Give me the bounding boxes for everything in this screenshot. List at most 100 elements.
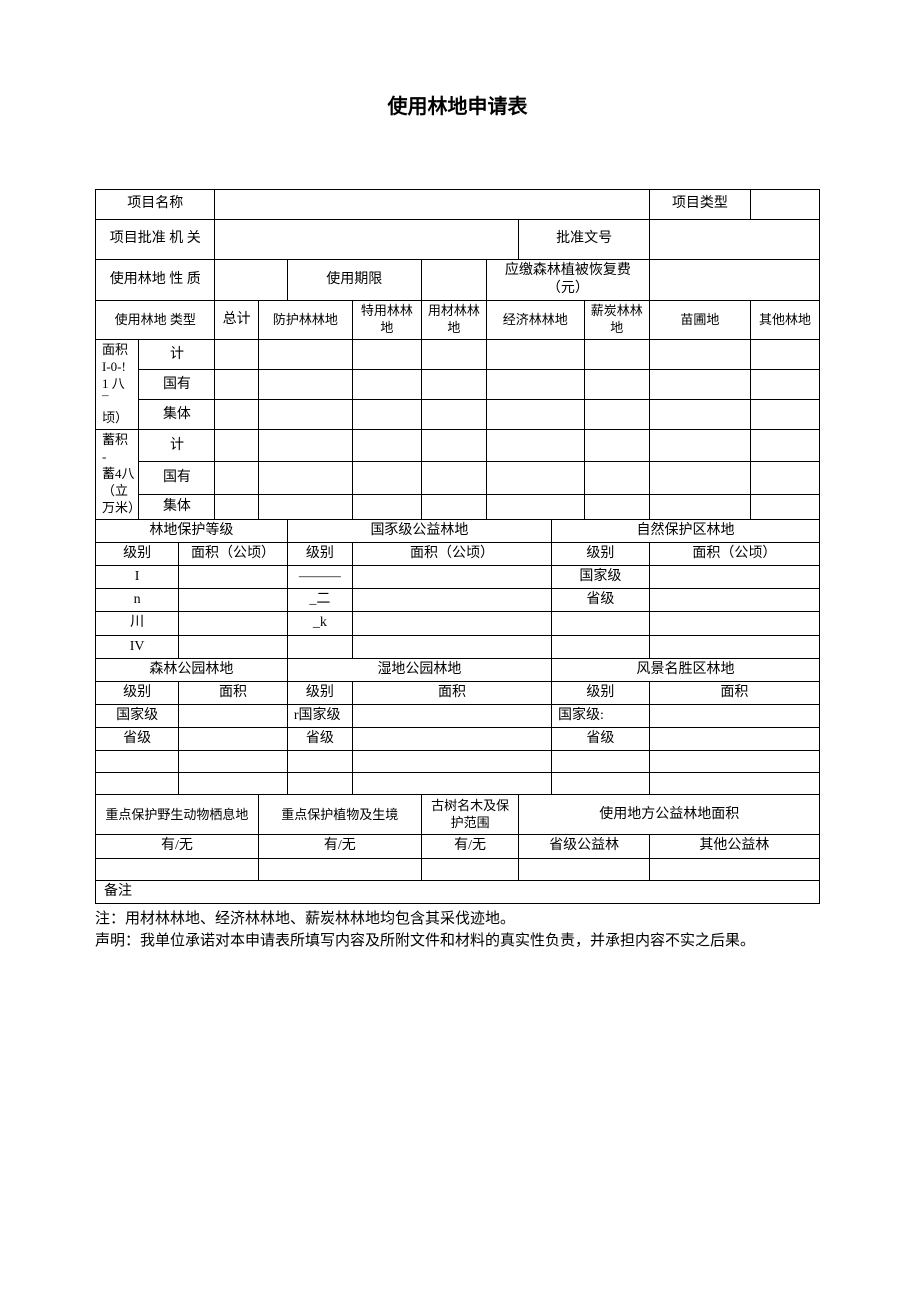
cell[interactable]	[751, 430, 820, 462]
cell[interactable]	[649, 400, 750, 430]
cell[interactable]	[552, 635, 650, 658]
province-label: 省级	[287, 728, 352, 751]
cell[interactable]	[352, 705, 551, 728]
cell[interactable]	[352, 430, 421, 462]
cell[interactable]	[486, 370, 584, 400]
cell[interactable]	[649, 494, 750, 519]
other-forest-label: 其他公益林	[649, 835, 819, 858]
cell[interactable]	[179, 612, 288, 635]
cell[interactable]	[352, 340, 421, 370]
cell[interactable]	[486, 430, 584, 462]
cell[interactable]	[751, 462, 820, 494]
yn-label: 有/无	[421, 835, 519, 858]
cell[interactable]	[421, 858, 519, 880]
cell[interactable]	[215, 462, 258, 494]
remarks-value[interactable]	[179, 880, 820, 903]
cell[interactable]	[751, 340, 820, 370]
cell[interactable]	[179, 728, 288, 751]
cell[interactable]	[287, 751, 352, 773]
cell[interactable]	[352, 400, 421, 430]
project-name-value[interactable]	[215, 190, 649, 220]
cell[interactable]	[258, 462, 352, 494]
cell[interactable]	[215, 340, 258, 370]
cell[interactable]	[421, 462, 486, 494]
cell[interactable]	[258, 340, 352, 370]
cell[interactable]	[519, 858, 649, 880]
cell[interactable]	[552, 751, 650, 773]
cell[interactable]	[552, 612, 650, 635]
cell[interactable]	[287, 635, 352, 658]
cell[interactable]	[584, 400, 649, 430]
cell[interactable]	[96, 751, 179, 773]
cell[interactable]	[96, 858, 259, 880]
cell[interactable]	[352, 728, 551, 751]
cell[interactable]	[287, 773, 352, 795]
cell[interactable]	[258, 370, 352, 400]
cell[interactable]	[552, 773, 650, 795]
cell[interactable]	[584, 340, 649, 370]
approval-org-value[interactable]	[215, 220, 519, 260]
cell[interactable]	[421, 370, 486, 400]
cell[interactable]	[258, 400, 352, 430]
period-value[interactable]	[421, 260, 486, 301]
cell[interactable]	[649, 462, 750, 494]
cell[interactable]	[179, 565, 288, 588]
cell[interactable]	[352, 589, 551, 612]
cell[interactable]	[649, 635, 819, 658]
cell[interactable]	[96, 773, 179, 795]
cell[interactable]	[751, 370, 820, 400]
cell[interactable]	[649, 589, 819, 612]
cell[interactable]	[486, 494, 584, 519]
cell[interactable]	[352, 635, 551, 658]
cell[interactable]	[215, 494, 258, 519]
cell[interactable]	[179, 705, 288, 728]
col-fanghu: 防护林林地	[258, 301, 352, 340]
cell[interactable]	[421, 400, 486, 430]
project-type-value[interactable]	[751, 190, 820, 220]
cell[interactable]	[649, 612, 819, 635]
cell[interactable]	[486, 462, 584, 494]
cell[interactable]	[584, 494, 649, 519]
nature-value[interactable]	[215, 260, 287, 301]
cell[interactable]	[649, 705, 819, 728]
cell[interactable]	[421, 494, 486, 519]
approval-no-value[interactable]	[649, 220, 819, 260]
cell[interactable]	[649, 751, 819, 773]
cell[interactable]	[649, 370, 750, 400]
cell[interactable]	[179, 589, 288, 612]
cell[interactable]	[649, 430, 750, 462]
cell[interactable]	[421, 340, 486, 370]
cell[interactable]	[352, 751, 551, 773]
cell[interactable]	[649, 773, 819, 795]
cell[interactable]	[751, 494, 820, 519]
cell[interactable]	[215, 370, 258, 400]
cell[interactable]	[352, 370, 421, 400]
cell[interactable]	[352, 565, 551, 588]
cell[interactable]	[179, 751, 288, 773]
period-label: 使用期限	[287, 260, 421, 301]
cell[interactable]	[486, 400, 584, 430]
cell[interactable]	[258, 494, 352, 519]
cell[interactable]	[179, 773, 288, 795]
cell[interactable]	[584, 430, 649, 462]
cell[interactable]	[352, 612, 551, 635]
cell[interactable]	[649, 728, 819, 751]
cell[interactable]	[258, 858, 421, 880]
cell[interactable]	[649, 340, 750, 370]
cell[interactable]	[258, 430, 352, 462]
cell[interactable]	[486, 340, 584, 370]
cell[interactable]	[352, 773, 551, 795]
cell[interactable]	[215, 400, 258, 430]
forest-park-header: 森林公园林地	[96, 658, 288, 681]
fee-value[interactable]	[649, 260, 819, 301]
cell[interactable]	[421, 430, 486, 462]
cell[interactable]	[352, 462, 421, 494]
cell[interactable]	[584, 462, 649, 494]
cell[interactable]	[649, 565, 819, 588]
cell[interactable]	[179, 635, 288, 658]
cell[interactable]	[649, 858, 819, 880]
cell[interactable]	[215, 430, 258, 462]
cell[interactable]	[352, 494, 421, 519]
cell[interactable]	[751, 400, 820, 430]
cell[interactable]	[584, 370, 649, 400]
